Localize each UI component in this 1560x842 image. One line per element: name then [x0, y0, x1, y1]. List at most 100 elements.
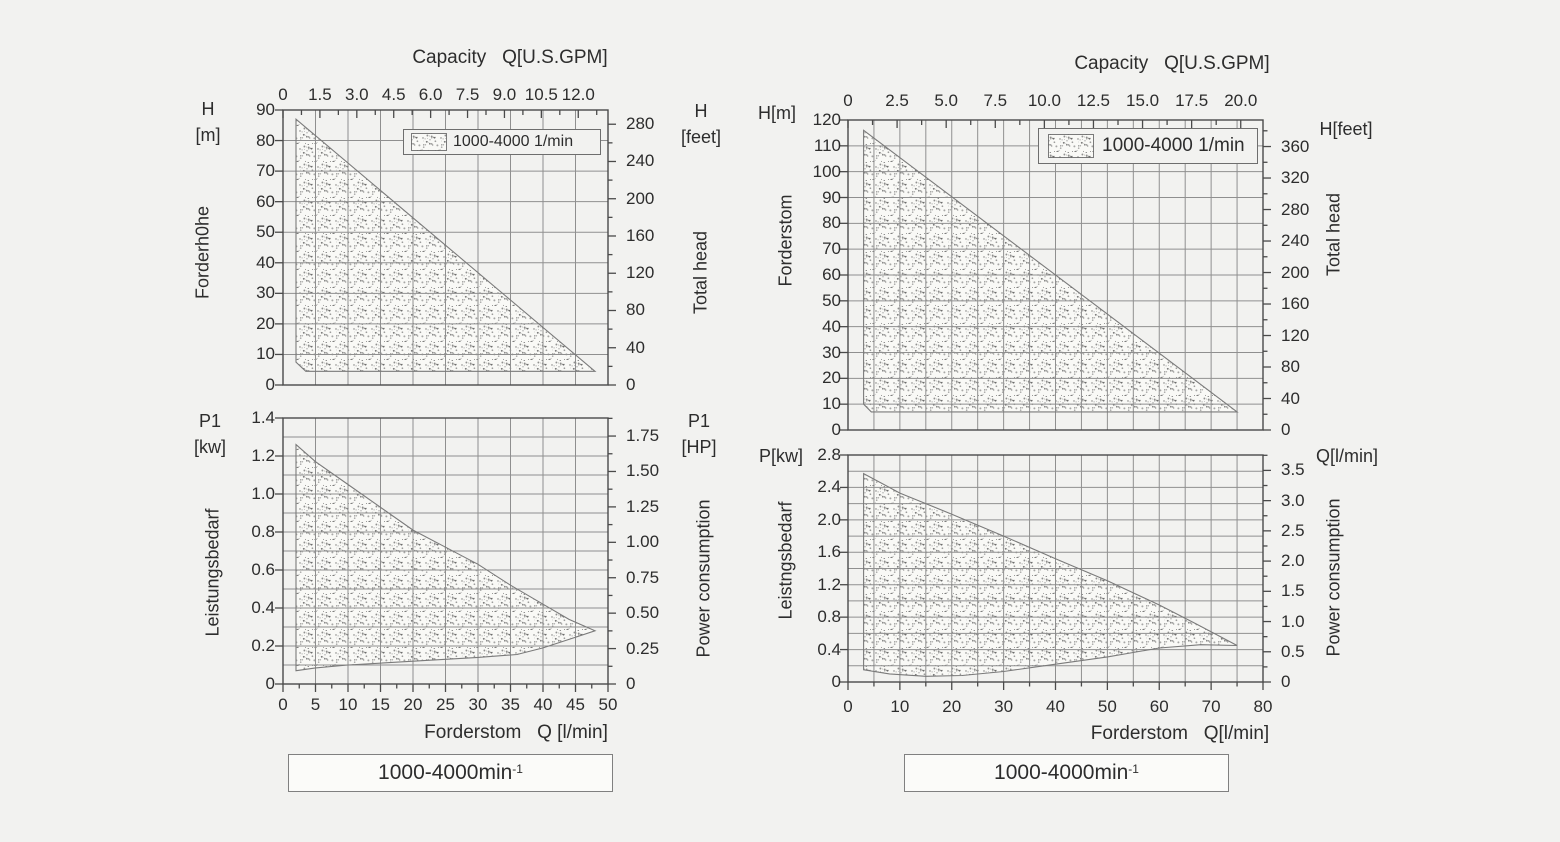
axis-ticks	[275, 109, 616, 386]
x-tick-label: 30	[994, 697, 1014, 716]
power-rotated-label-left: Leistungsbedarf	[202, 508, 223, 637]
x-tick-label: 40	[533, 695, 553, 714]
y-tick-label: 2.4	[817, 477, 841, 497]
power-vs-flow-left	[275, 417, 616, 692]
y2-tick-label: 1.00	[626, 532, 660, 552]
unit-line: H	[201, 99, 215, 119]
x-tick-label: 0	[843, 697, 853, 716]
unit-line: H	[694, 101, 708, 121]
head-unit-label-left: H [m]	[178, 96, 238, 148]
y-tick-label: 2.8	[817, 445, 841, 464]
head-vs-flow-right	[840, 119, 1271, 431]
y2-tick-label: 2.5	[1281, 520, 1305, 540]
y2-tick-label: 0	[626, 375, 636, 394]
axis-ticks	[275, 417, 616, 692]
x-tick-label: 60	[1149, 697, 1169, 716]
y-tick-label: 0.4	[817, 639, 841, 659]
head-rotated-label-right: Forderstom	[775, 194, 796, 287]
y-tick-label: 0.6	[251, 560, 275, 579]
y-tick-label: 80	[822, 213, 841, 233]
x-tick-label: 10	[338, 695, 358, 714]
y2-tick-label: 360	[1281, 136, 1310, 156]
unit-line: Q[l/min]	[1315, 446, 1378, 466]
total-head-rotated-label-right: Total head	[1323, 192, 1344, 277]
y2-tick-label: 3.5	[1281, 460, 1305, 480]
gpm-tick-label: 0	[843, 91, 853, 110]
legend-left: 1000-4000 1/min	[403, 129, 601, 155]
y-tick-label: 0.8	[817, 607, 841, 627]
y2-tick-label: 320	[1281, 168, 1310, 188]
y2-tick-label: 240	[1281, 231, 1310, 251]
capacity-axis-title-right: Capacity Q[U.S.GPM]	[1074, 53, 1270, 74]
unit-line: [m]	[195, 125, 221, 145]
y2-tick-label: 0	[1281, 420, 1291, 439]
gpm-tick-label: 17.5	[1175, 91, 1209, 110]
y2-tick-label: 3.0	[1281, 490, 1305, 510]
y-tick-label: 1.6	[817, 542, 841, 562]
power-hp-unit-label-left: P1 [HP]	[664, 408, 734, 460]
legend-right: 1000-4000 1/min	[1038, 128, 1258, 164]
gpm-tick-label: 5.0	[934, 91, 958, 110]
flow-axis-label-right: Forderstom Q[l/min]	[1090, 723, 1270, 744]
gpm-tick-label: 12.0	[561, 85, 595, 104]
y2-tick-label: 200	[1281, 262, 1310, 282]
y2-tick-label: 0.50	[626, 603, 660, 623]
power-hp-unit-label-right: Q[l/min]	[1292, 443, 1402, 469]
y2-tick-label: 1.50	[626, 461, 660, 481]
y-tick-label: 1.0	[251, 484, 275, 503]
x-tick-label: 35	[501, 695, 520, 714]
speed-range-exponent: -1	[1128, 762, 1139, 776]
y2-tick-label: 120	[626, 263, 655, 283]
y2-tick-label: 1.75	[626, 426, 660, 446]
power-consumption-rotated-label-left: Power consumption	[693, 499, 714, 658]
power-consumption-rotated-label-right: Power consumption	[1323, 498, 1344, 657]
y-tick-label: 120	[812, 110, 841, 129]
unit-line: P[kw]	[758, 446, 803, 466]
y-tick-label: 50	[256, 222, 275, 242]
plot-border	[282, 109, 609, 386]
gpm-tick-label: 0	[278, 85, 288, 104]
unit-line: H[m]	[758, 103, 796, 123]
x-tick-label: 80	[1253, 697, 1273, 716]
gridlines	[282, 417, 609, 685]
unit-line: [kw]	[193, 437, 226, 457]
y-tick-label: 90	[256, 100, 275, 119]
speed-range-box-left: 1000-4000min -1	[288, 754, 613, 792]
y2-tick-label: 80	[1281, 357, 1300, 376]
y-tick-label: 60	[256, 191, 275, 211]
x-tick-label: 45	[566, 695, 585, 714]
gpm-tick-label: 2.5	[885, 91, 909, 110]
y-tick-label: 80	[256, 130, 275, 150]
gpm-tick-label: 20.0	[1224, 91, 1258, 110]
y2-tick-label: 40	[626, 337, 645, 357]
y2-tick-label: 200	[626, 188, 655, 208]
y2-tick-label: 120	[1281, 325, 1310, 345]
x-tick-label: 0	[278, 695, 288, 714]
unit-line: [HP]	[681, 437, 717, 457]
y2-tick-label: 1.25	[626, 496, 660, 516]
y2-tick-label: 0.75	[626, 567, 660, 587]
y-tick-label: 90	[822, 187, 841, 207]
axis-ticks	[840, 454, 1271, 690]
y-tick-label: 40	[822, 316, 841, 336]
y-tick-label: 20	[256, 313, 275, 333]
unit-line: P1	[198, 411, 222, 431]
y2-tick-label: 1.0	[1281, 611, 1305, 631]
y-tick-label: 60	[822, 265, 841, 284]
y-tick-label: 0	[265, 375, 275, 394]
head-rotated-label-left: Forderh0he	[192, 205, 213, 300]
power-vs-flow-right	[840, 454, 1271, 690]
y2-tick-label: 280	[1281, 199, 1310, 219]
y2-tick-label: 0.25	[626, 638, 660, 658]
gpm-tick-label: 4.5	[381, 85, 406, 104]
legend-label: 1000-4000 1/min	[1102, 135, 1245, 156]
y-tick-label: 0.4	[251, 598, 275, 617]
y-tick-label: 100	[812, 161, 841, 181]
total-head-rotated-label-left: Total head	[690, 230, 711, 315]
x-tick-label: 20	[403, 695, 423, 714]
x-tick-label: 50	[598, 695, 618, 714]
y-tick-label: 2.0	[817, 509, 841, 529]
